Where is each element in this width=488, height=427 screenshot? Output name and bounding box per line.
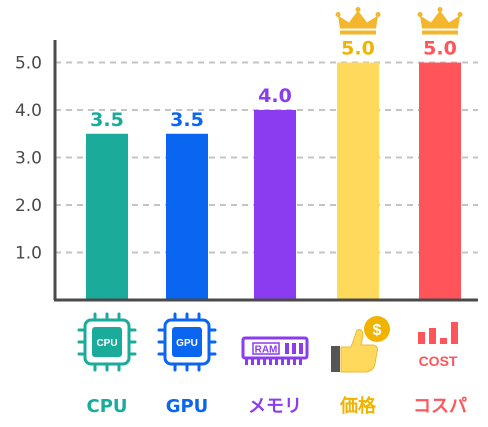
coin-icon bbox=[364, 316, 390, 342]
crown-icon bbox=[417, 7, 463, 35]
cpu-icon: CPU bbox=[77, 312, 137, 372]
value-labels: 3.5 3.5 4.0 5.0 5.0 bbox=[90, 38, 457, 131]
y-tick-label: 2.0 bbox=[15, 196, 42, 216]
value-label: 3.5 bbox=[90, 109, 124, 131]
category-label-cpu: CPU bbox=[86, 396, 127, 417]
y-tick-label: 4.0 bbox=[15, 101, 42, 121]
category-label-gpu: GPU bbox=[166, 396, 209, 417]
bar-2 bbox=[166, 133, 208, 300]
y-tick-label: 5.0 bbox=[15, 54, 42, 74]
coin-icon-text: $ bbox=[373, 322, 382, 339]
y-tick-label: 3.0 bbox=[15, 149, 42, 169]
gpu-icon: GPU bbox=[157, 312, 217, 372]
cost-icon-text: COST bbox=[419, 353, 458, 369]
y-tick-label: 1.0 bbox=[15, 244, 42, 264]
bar-1 bbox=[86, 133, 128, 300]
value-label: 5.0 bbox=[341, 38, 375, 60]
gpu-icon-text: GPU bbox=[176, 338, 198, 349]
bar-3 bbox=[254, 110, 296, 300]
crown-icon bbox=[335, 7, 381, 35]
bar-5 bbox=[419, 62, 461, 300]
crowns bbox=[335, 7, 463, 35]
cost-icon: COST bbox=[418, 322, 458, 369]
bars bbox=[86, 62, 461, 300]
price-icon: $ bbox=[331, 316, 390, 373]
category-label-memory: メモリ bbox=[248, 396, 302, 417]
category-label-cost-performance: コスパ bbox=[413, 396, 467, 417]
category-label-price: 価格 bbox=[339, 395, 377, 417]
value-label: 4.0 bbox=[258, 85, 292, 107]
value-label: 5.0 bbox=[423, 38, 457, 60]
cpu-icon-text: CPU bbox=[96, 338, 117, 349]
value-label: 3.5 bbox=[170, 109, 204, 131]
ram-icon-text: RAM bbox=[255, 345, 278, 356]
bar-4 bbox=[337, 62, 379, 300]
y-axis-ticks: 1.0 2.0 3.0 4.0 5.0 bbox=[15, 54, 42, 264]
ram-icon: RAM bbox=[241, 336, 309, 365]
